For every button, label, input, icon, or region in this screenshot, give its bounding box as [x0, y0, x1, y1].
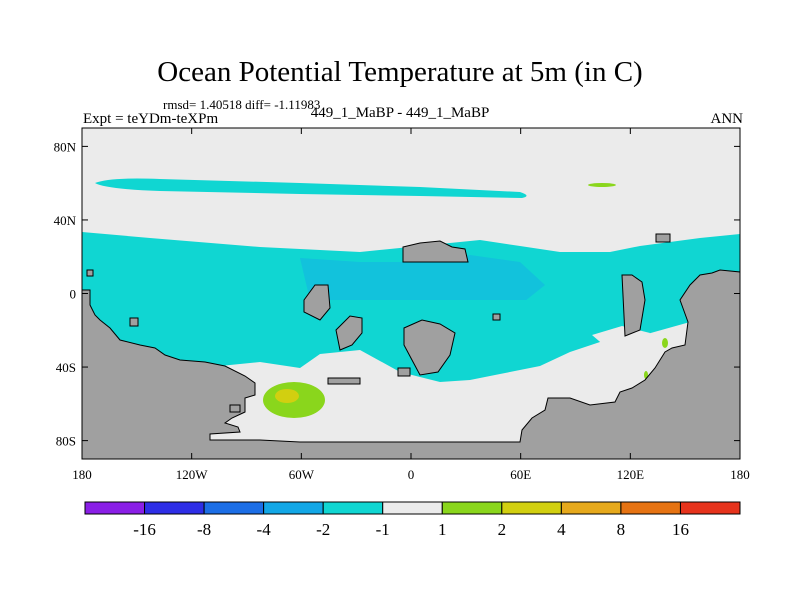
y-tick-label: 80N — [54, 139, 77, 154]
colorbar-label: 1 — [438, 520, 447, 539]
colorbar-label: 16 — [672, 520, 689, 539]
axis-ticks: 180 120W 60W 0 60E 120E 180 80N 40N 0 40S 80S — [54, 128, 750, 482]
colorbar-swatch — [560, 501, 622, 515]
colorbar-swatch — [620, 501, 681, 515]
x-tick-label: 60E — [510, 467, 531, 482]
land-island-f — [655, 233, 671, 243]
colorbar-swatch — [84, 501, 146, 515]
colorbar-swatch — [144, 501, 205, 515]
land-masses — [81, 233, 741, 460]
land-island-i — [86, 269, 94, 277]
land-island-l — [397, 367, 411, 377]
x-tick-label: 0 — [408, 467, 415, 482]
land-island-g — [327, 377, 361, 385]
colorbar-label: -2 — [316, 520, 330, 539]
colorbar: -16 -8 -4 -2 -1 1 2 4 8 16 — [84, 501, 741, 539]
stats-line: rmsd= 1.40518 diff= -1.11983 — [163, 98, 320, 111]
colorbar-label: -16 — [133, 520, 156, 539]
y-tick-label: 40N — [54, 213, 77, 228]
map-plot — [81, 127, 741, 460]
season-label: ANN — [710, 111, 744, 127]
colorbar-label: -1 — [376, 520, 390, 539]
hot-anomaly-south-atlantic — [275, 389, 299, 403]
land-island-b — [303, 284, 331, 321]
colorbar-swatch — [501, 501, 562, 515]
land-western-continent — [81, 269, 741, 460]
colorbar-label: 4 — [557, 520, 566, 539]
diff-label: diff= — [245, 97, 271, 112]
land-island-j — [492, 313, 501, 321]
rmsd-label: rmsd= — [163, 97, 197, 112]
colorbar-swatch — [441, 501, 503, 515]
colorbar-swatch — [382, 501, 443, 515]
y-tick-label: 0 — [70, 287, 77, 302]
y-tick-label: 80S — [56, 434, 76, 449]
colorbar-swatch — [679, 501, 741, 515]
colorbar-label: 2 — [498, 520, 507, 539]
colorbar-swatch — [203, 501, 265, 515]
experiment-label: Expt = teYDm-teXPm — [83, 111, 219, 127]
x-tick-label: 120W — [176, 467, 209, 482]
colorbar-swatch — [322, 501, 384, 515]
cool-strip-arctic — [95, 178, 527, 198]
land-island-e — [621, 274, 646, 337]
warm-anomaly-arctic — [588, 183, 616, 187]
land-island-a — [402, 240, 469, 263]
rmsd-value: 1.40518 — [199, 97, 242, 112]
colorbar-label: -8 — [197, 520, 211, 539]
land-island-c — [335, 315, 363, 351]
colorbar-label: -4 — [257, 520, 272, 539]
y-tick-label: 40S — [56, 360, 76, 375]
colorbar-swatch — [263, 501, 324, 515]
case-names: 449_1_MaBP - 449_1_MaBP — [310, 105, 490, 121]
land-island-k — [229, 404, 241, 413]
land-island-d — [403, 319, 456, 376]
x-tick-label: 180 — [730, 467, 750, 482]
warm-anomaly-pacific — [662, 338, 668, 348]
x-tick-label: 60W — [289, 467, 315, 482]
plot-title: Ocean Potential Temperature at 5m (in C) — [157, 56, 643, 88]
x-tick-label: 180 — [72, 467, 92, 482]
diff-value: -1.11983 — [274, 97, 321, 112]
land-island-h — [129, 317, 139, 327]
colorbar-label: 8 — [617, 520, 626, 539]
x-tick-label: 120E — [617, 467, 645, 482]
